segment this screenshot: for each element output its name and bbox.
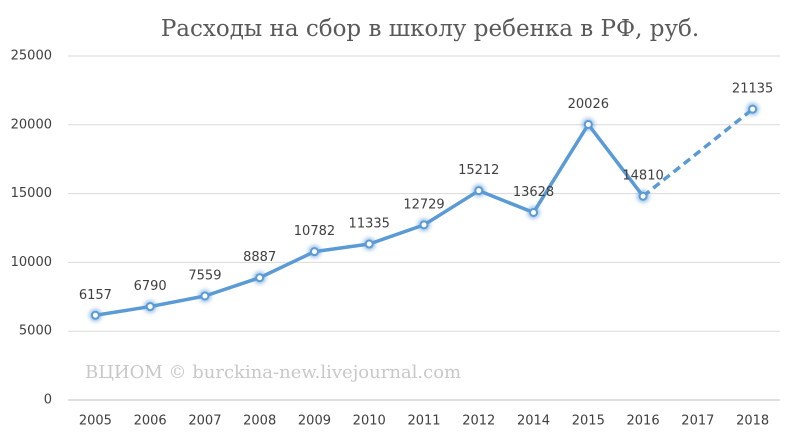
marker bbox=[255, 273, 265, 283]
data-label: 12729 bbox=[403, 197, 444, 212]
x-tick-label: 2007 bbox=[188, 414, 221, 429]
data-label: 6790 bbox=[134, 279, 167, 294]
marker bbox=[90, 310, 100, 320]
y-tick-label: 5000 bbox=[19, 324, 52, 339]
marker bbox=[583, 119, 593, 129]
marker bbox=[309, 247, 319, 257]
data-label: 11335 bbox=[349, 217, 390, 232]
y-tick-label: 20000 bbox=[11, 117, 52, 132]
watermark: ВЦИОМ © burckina-new.livejournal.com bbox=[85, 362, 461, 383]
y-tick-label: 25000 bbox=[11, 49, 52, 64]
data-label: 15212 bbox=[458, 163, 499, 178]
x-tick-label: 2005 bbox=[79, 414, 112, 429]
x-tick-label: 2017 bbox=[681, 414, 714, 429]
x-tick-label: 2010 bbox=[353, 414, 386, 429]
marker bbox=[200, 291, 210, 301]
data-label: 13628 bbox=[513, 185, 554, 200]
x-tick-label: 2008 bbox=[243, 414, 276, 429]
marker bbox=[748, 104, 758, 114]
x-tick-label: 2015 bbox=[572, 414, 605, 429]
x-tick-label: 2012 bbox=[462, 414, 495, 429]
marker bbox=[364, 239, 374, 249]
data-label: 21135 bbox=[732, 82, 773, 97]
x-tick-label: 2018 bbox=[736, 414, 769, 429]
x-tick-label: 2006 bbox=[134, 414, 167, 429]
chart-title: Расходы на сбор в школу ребенка в РФ, ру… bbox=[161, 16, 699, 42]
y-tick-label: 10000 bbox=[11, 255, 52, 270]
marker bbox=[529, 207, 539, 217]
data-label: 14810 bbox=[622, 169, 663, 184]
y-tick-label: 0 bbox=[44, 393, 52, 408]
x-tick-label: 2014 bbox=[517, 414, 550, 429]
data-label: 7559 bbox=[188, 268, 221, 283]
data-label: 10782 bbox=[294, 224, 335, 239]
data-label: 20026 bbox=[568, 97, 609, 112]
data-label: 8887 bbox=[243, 250, 276, 265]
marker bbox=[145, 302, 155, 312]
x-tick-label: 2016 bbox=[627, 414, 660, 429]
marker bbox=[419, 220, 429, 230]
y-tick-label: 15000 bbox=[11, 186, 52, 201]
marker bbox=[474, 186, 484, 196]
x-tick-label: 2009 bbox=[298, 414, 331, 429]
x-tick-label: 2011 bbox=[407, 414, 440, 429]
marker bbox=[638, 191, 648, 201]
gap-line bbox=[641, 107, 754, 198]
data-label: 6157 bbox=[79, 288, 112, 303]
